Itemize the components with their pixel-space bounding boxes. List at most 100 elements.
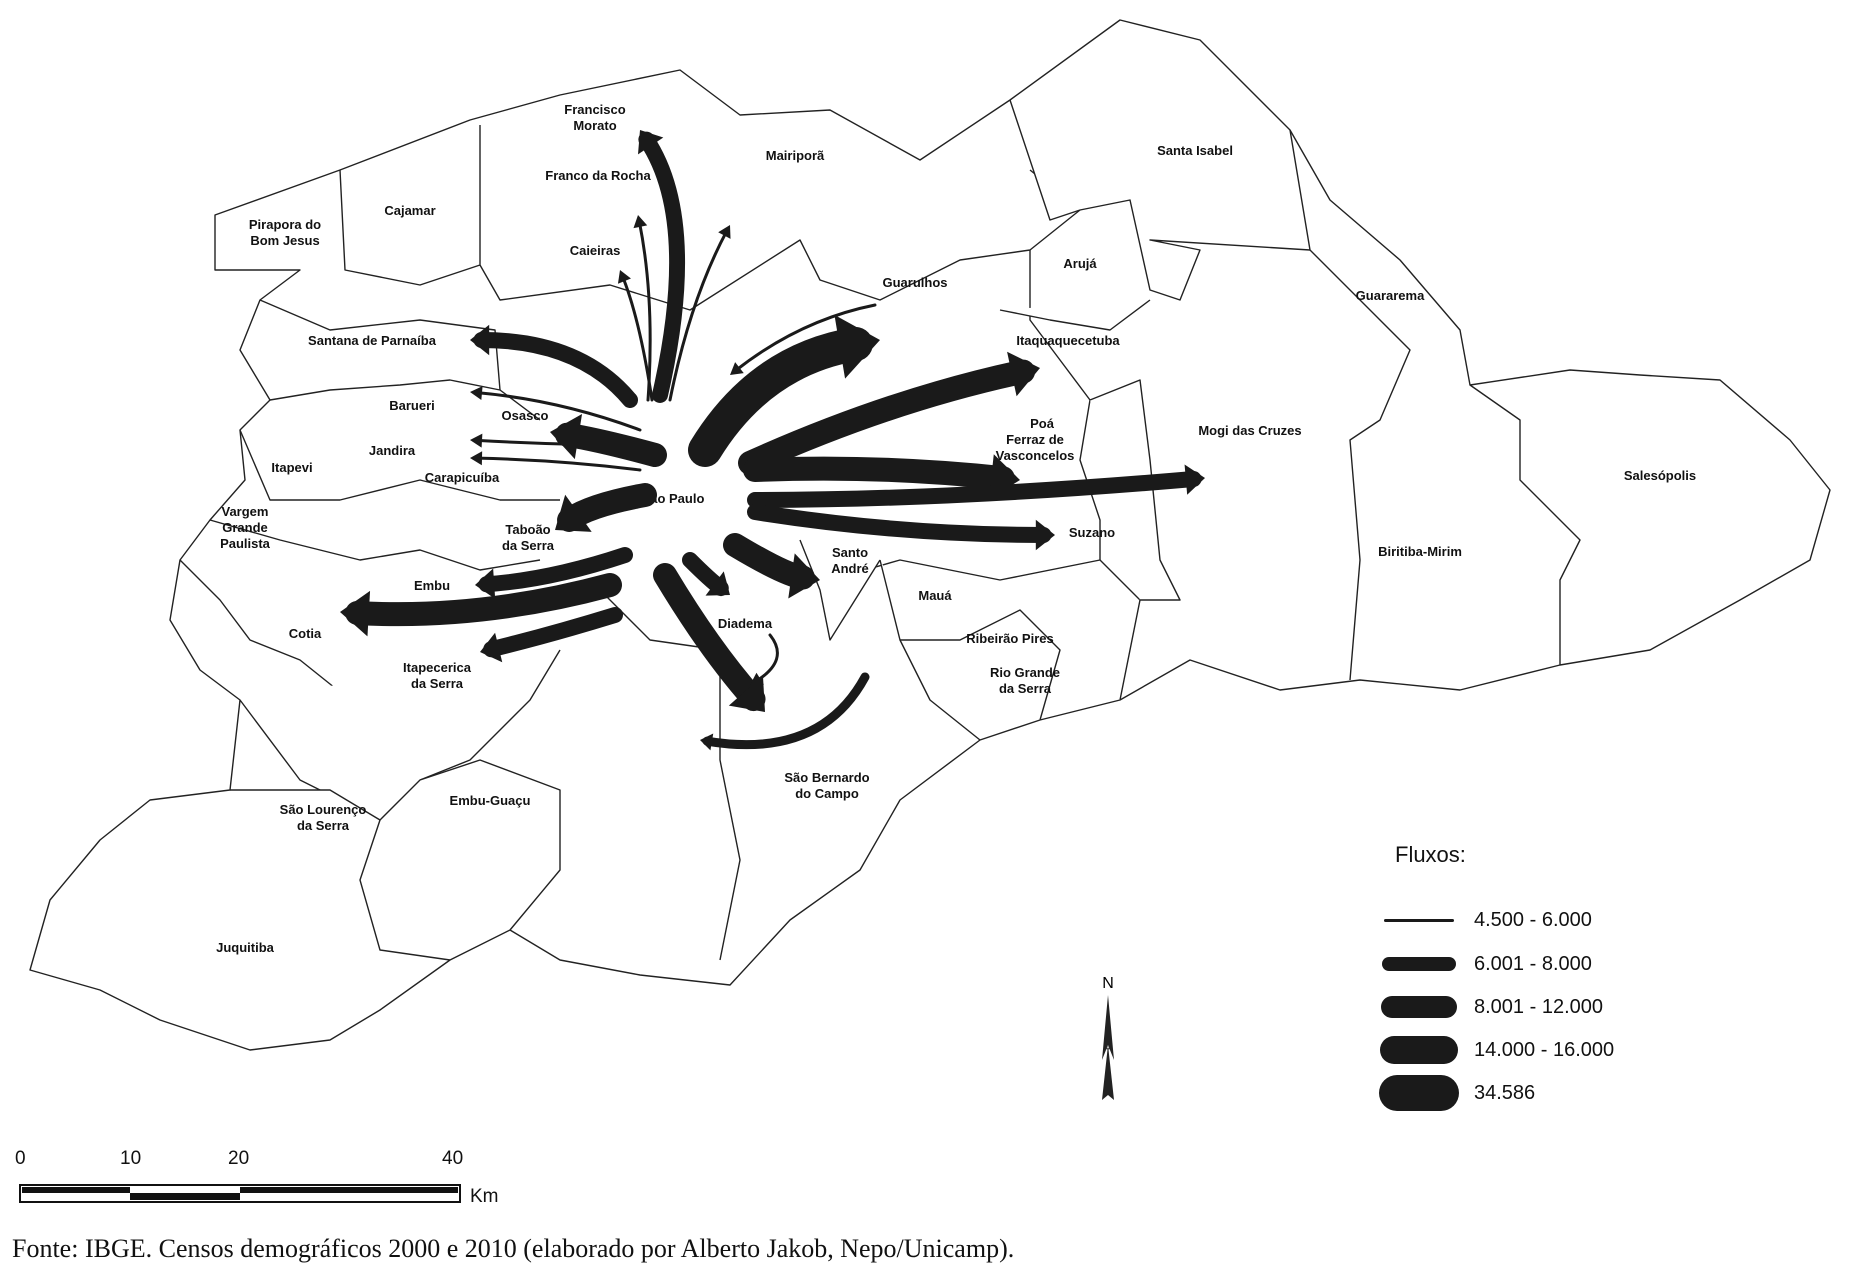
muni-label-line: do Campo [795, 786, 859, 801]
muni-label-line: Paulista [220, 536, 271, 551]
muni-label-santana: Santana de Parnaíba [308, 333, 437, 348]
muni-label-line: Mauá [918, 588, 952, 603]
muni-label-guarulhos: Guarulhos [882, 275, 947, 290]
boundary-embu-guacu [419, 759, 561, 931]
boundary-mogi-east [1289, 129, 1411, 681]
muni-label-cajamar: Cajamar [384, 203, 435, 218]
muni-label-aruja: Arujá [1063, 256, 1097, 271]
muni-label-line: Jandira [369, 443, 416, 458]
muni-label-line: Barueri [389, 398, 435, 413]
boundary-center-north [479, 125, 1081, 311]
flow-mairipora [668, 229, 729, 402]
muni-label-sao-lourenco: São Lourenço da Serra [280, 802, 367, 833]
muni-label-cotia: Cotia [289, 626, 322, 641]
legend-label: 8.001 - 12.000 [1474, 995, 1603, 1018]
flow-sbc [653, 563, 766, 712]
muni-label-line: Arujá [1063, 256, 1097, 271]
muni-label-guararema: Guararema [1356, 288, 1425, 303]
muni-label-line: Vasconcelos [996, 448, 1075, 463]
muni-label-line: Vargem [222, 504, 269, 519]
muni-label-suzano: Suzano [1069, 525, 1115, 540]
muni-label-line: Santo [832, 545, 868, 560]
muni-label-line: Rio Grande [990, 665, 1060, 680]
legend-label: 6.001 - 8.000 [1474, 952, 1592, 975]
legend-label: 14.000 - 16.000 [1474, 1038, 1615, 1061]
north-arrow-up-icon [1102, 995, 1114, 1060]
muni-label-mogi: Mogi das Cruzes [1198, 423, 1301, 438]
muni-label-line: Morato [573, 118, 616, 133]
flow-jandira [475, 438, 642, 447]
muni-label-line: Carapicuíba [425, 470, 500, 485]
muni-label-line: São Bernardo [784, 770, 869, 785]
muni-label-francisco-morato: Francisco Morato [564, 102, 625, 133]
muni-label-line: Mairiporã [766, 148, 825, 163]
legend-flow-symbol-icon [1378, 957, 1460, 971]
boundary-west-mid [239, 429, 560, 501]
flow-guarulhos [688, 327, 873, 467]
flow-carapicuiba [475, 456, 642, 472]
muni-label-line: Franco da Rocha [545, 168, 651, 183]
muni-label-maua: Mauá [918, 588, 952, 603]
flow-mogi [747, 470, 1202, 508]
muni-label-jandira: Jandira [369, 443, 416, 458]
muni-label-osasco: Osasco [502, 408, 549, 423]
muni-label-line: Biritiba-Mirim [1378, 544, 1462, 559]
muni-label-itaquaquecetuba: Itaquaquecetuba [1016, 333, 1120, 348]
flow-arrowhead-icon [470, 433, 483, 448]
flow-arrowhead-icon [788, 553, 820, 599]
scale-unit: Km [470, 1186, 499, 1207]
scale-tick-40: 40 [442, 1148, 464, 1169]
north-arrow: N [1102, 975, 1114, 1100]
flow-arrowhead-icon [638, 130, 664, 155]
flow-itaquaquecetuba [738, 359, 1036, 475]
muni-label-line: Santa Isabel [1157, 143, 1233, 158]
flow-arrowhead-icon [1007, 351, 1040, 397]
flow-sbc-arc [702, 672, 870, 750]
scale-tick-20: 20 [228, 1148, 250, 1169]
muni-label-line: Mogi das Cruzes [1198, 423, 1301, 438]
scale-tick-10: 10 [120, 1148, 142, 1169]
muni-label-line: São Lourenço [280, 802, 367, 817]
muni-label-taboao: Taboão da Serra [502, 522, 555, 553]
legend-item: 34.586 [1378, 1075, 1535, 1111]
muni-label-line: Cotia [289, 626, 322, 641]
muni-label-itapevi: Itapevi [271, 460, 312, 475]
flow-sbc-return [754, 633, 779, 683]
boundary-sbc-west [599, 589, 741, 961]
boundary-santo-andre [799, 539, 881, 641]
boundary-northwest [339, 169, 481, 286]
muni-label-juquitiba: Juquitiba [216, 940, 275, 955]
muni-label-caieiras: Caieiras [570, 243, 621, 258]
flow-arrowhead-icon [1184, 464, 1205, 495]
muni-label-embu-guacu: Embu-Guaçu [450, 793, 531, 808]
muni-label-poa: Poá [1030, 416, 1055, 431]
muni-label-line: Salesópolis [1624, 468, 1696, 483]
flow-arrowhead-icon [730, 362, 744, 375]
legend-item: 14.000 - 16.000 [1378, 1032, 1614, 1068]
flow-santana [473, 332, 638, 408]
flow-sao-paulo-from-guarulhos [734, 303, 877, 373]
flow-arrowhead-icon [700, 733, 714, 751]
muni-label-line: Caieiras [570, 243, 621, 258]
muni-label-line: da Serra [502, 538, 555, 553]
muni-label-embu: Embu [414, 578, 450, 593]
muni-label-sbc: São Bernardo do Campo [784, 770, 869, 801]
legend-flow-symbol-icon [1378, 918, 1460, 922]
flow-arrowhead-icon [705, 571, 730, 596]
flow-arrowhead-icon [834, 314, 880, 379]
muni-label-line: Pirapora do [249, 217, 321, 232]
muni-label-line: Suzano [1069, 525, 1115, 540]
flow-ferraz [743, 456, 1015, 491]
muni-label-line: Santana de Parnaíba [308, 333, 437, 348]
muni-label-line: Taboão [505, 522, 550, 537]
muni-label-salesopolis: Salesópolis [1624, 468, 1696, 483]
flow-caieiras [621, 275, 654, 402]
muni-label-line: Grande [222, 520, 268, 535]
legend-item: 6.001 - 8.000 [1378, 946, 1592, 982]
flow-arrowhead-icon [617, 270, 631, 284]
boundary-biritiba [1469, 384, 1581, 665]
flow-arrowhead-icon [750, 672, 764, 685]
legend-flow-symbol-icon [1378, 996, 1460, 1018]
muni-label-carapicuiba: Carapicuíba [425, 470, 500, 485]
